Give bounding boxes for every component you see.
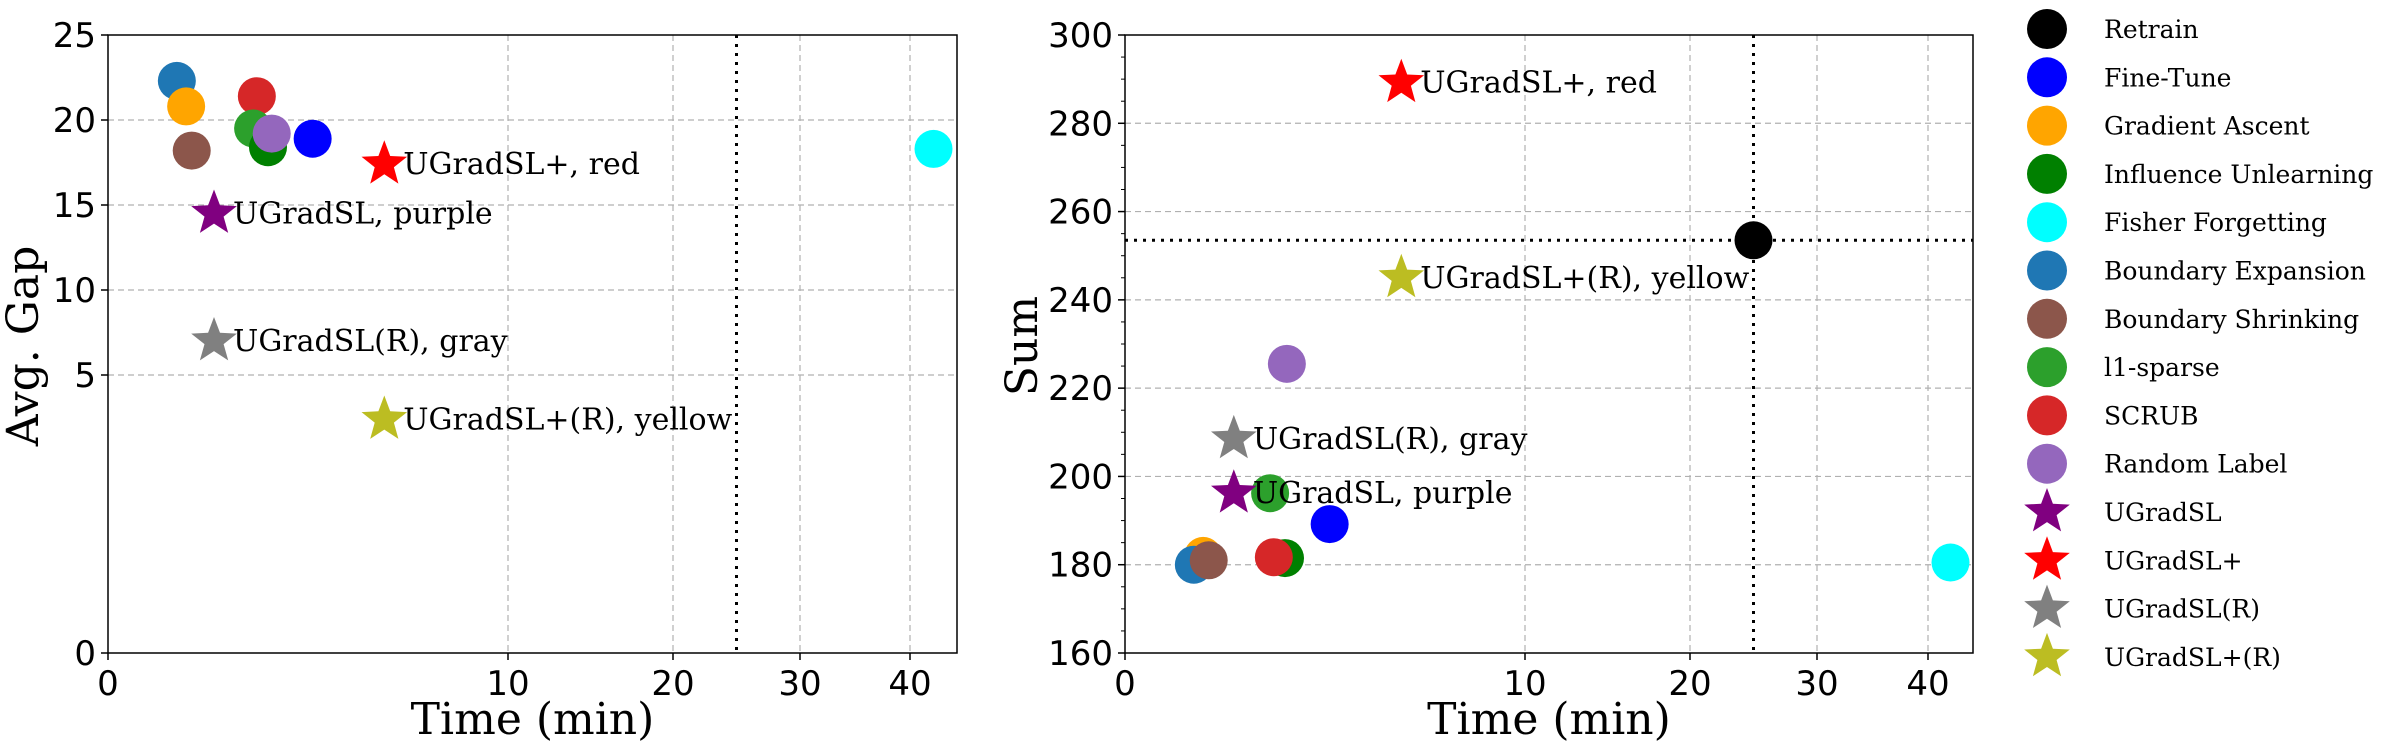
point-ugradsl — [191, 189, 237, 233]
legend-label-fisher-forgetting: Fisher Forgetting — [2104, 208, 2327, 237]
y-tick-label: 240 — [1048, 281, 1113, 321]
y-tick-label: 20 — [53, 101, 96, 141]
point-retrain — [1734, 221, 1773, 260]
legend-marker-ugradsl — [2024, 488, 2070, 532]
point-fisher-forgetting — [1931, 543, 1970, 582]
point-random-label — [1267, 344, 1306, 383]
x-tick-label: 40 — [888, 664, 931, 704]
legend-marker-boundary-shrinking — [2027, 298, 2067, 339]
x-tick-label: 20 — [1668, 664, 1711, 704]
legend-label-l1-sparse: l1-sparse — [2104, 353, 2220, 382]
point-random-label — [252, 114, 291, 153]
point-ugradsl-r — [1378, 253, 1425, 298]
point-ugradsl — [1211, 469, 1257, 513]
legend: Retrain Fine-Tune Gradient Ascent Influence… — [2024, 9, 2373, 677]
x-tick-label: 30 — [778, 664, 821, 704]
y-axis-label: Sum — [997, 296, 1048, 396]
sum-panel: 0 10 20 30 40 160 180 200 220 240 260 280 300 Time (m… — [997, 16, 1974, 745]
legend-label-fine-tune: Fine-Tune — [2104, 63, 2231, 92]
legend-marker-ugradsl-r — [2024, 632, 2070, 677]
x-tick-label: 20 — [651, 664, 694, 704]
x-axis-label: Time (min) — [1427, 694, 1671, 745]
point-fine-tune — [1310, 505, 1349, 544]
x-axis-label: Time (min) — [411, 694, 655, 745]
point-scrub — [237, 77, 276, 116]
point-boundary-shrinking — [1189, 541, 1228, 580]
axes-frame — [1124, 34, 1974, 654]
point-gradient-ascent — [167, 87, 206, 126]
x-tick-label: 10 — [1503, 664, 1546, 704]
legend-label-boundary-shrinking: Boundary Shrinking — [2104, 305, 2359, 334]
legend-marker-retrain — [2027, 9, 2067, 49]
point-l1-sparse — [1251, 474, 1290, 513]
annotation-ugradsl-r: UGradSL(R), gray — [1253, 422, 1528, 457]
x-tick-label: 0 — [97, 664, 119, 704]
avg-gap-panel: 0 10 20 30 40 0 5 10 15 20 25 Time (min) Avg. Gap UGr… — [0, 16, 958, 745]
y-tick-label: 200 — [1048, 457, 1113, 497]
legend-marker-ugradsl — [2024, 536, 2070, 580]
x-tick-label: 10 — [486, 664, 529, 704]
point-fisher-forgetting — [914, 129, 953, 168]
legend-marker-random-label — [2027, 443, 2067, 484]
legend-marker-fine-tune — [2027, 57, 2067, 98]
annotation-ugradsl-r: UGradSL(R), gray — [233, 324, 508, 359]
legend-marker-scrub — [2027, 395, 2067, 436]
y-tick-label: 280 — [1048, 104, 1113, 144]
y-tick-label: 180 — [1048, 546, 1113, 586]
point-fine-tune — [293, 119, 332, 158]
annotation-ugradsl: UGradSL+, red — [403, 147, 640, 182]
legend-marker-fisher-forgetting — [2027, 202, 2067, 243]
y-axis-label: Avg. Gap — [0, 246, 49, 448]
x-tick-label: 0 — [1114, 664, 1136, 704]
y-tick-label: 260 — [1048, 193, 1113, 233]
legend-marker-boundary-expansion — [2027, 250, 2067, 291]
x-tick-label: 40 — [1906, 664, 1949, 704]
annotation-ugradsl: UGradSL+, red — [1420, 66, 1657, 101]
annotation-ugradsl: UGradSL, purple — [1253, 476, 1513, 511]
annotation-ugradsl: UGradSL, purple — [233, 197, 493, 232]
point-ugradsl — [361, 140, 408, 184]
legend-label-ugradsl: UGradSL — [2104, 498, 2222, 527]
legend-label-boundary-expansion: Boundary Expansion — [2104, 257, 2366, 286]
y-tick-label: 220 — [1048, 369, 1113, 409]
legend-label-gradient-ascent: Gradient Ascent — [2104, 112, 2310, 141]
x-tick-label: 30 — [1795, 664, 1838, 704]
legend-marker-ugradsl-r — [2024, 584, 2070, 628]
point-ugradsl — [1378, 58, 1425, 103]
legend-label-ugradsl-r: UGradSL+(R) — [2104, 643, 2281, 672]
legend-label-random-label: Random Label — [2104, 450, 2287, 479]
point-ugradsl-r — [191, 317, 237, 361]
axes-frame — [107, 34, 958, 654]
y-tick-label: 0 — [74, 634, 96, 674]
legend-marker-l1-sparse — [2027, 347, 2067, 388]
y-tick-label: 300 — [1048, 16, 1113, 56]
y-tick-label: 5 — [74, 356, 96, 396]
annotation-ugradsl-r: UGradSL+(R), yellow — [1420, 261, 1749, 296]
legend-label-ugradsl: UGradSL+ — [2104, 546, 2243, 575]
annotation-ugradsl-r: UGradSL+(R), yellow — [403, 402, 732, 437]
point-ugradsl-r — [1211, 414, 1257, 459]
y-tick-label: 25 — [53, 16, 96, 56]
point-boundary-shrinking — [172, 131, 211, 170]
legend-label-retrain: Retrain — [2104, 15, 2199, 44]
legend-label-influence-unlearning: Influence Unlearning — [2104, 160, 2373, 189]
y-tick-label: 160 — [1048, 634, 1113, 674]
y-tick-label: 15 — [53, 186, 96, 226]
legend-marker-gradient-ascent — [2027, 105, 2067, 146]
legend-label-scrub: SCRUB — [2104, 401, 2199, 430]
legend-label-ugradsl-r: UGradSL(R) — [2104, 595, 2260, 624]
legend-marker-influence-unlearning — [2027, 153, 2067, 194]
y-tick-label: 10 — [53, 271, 96, 311]
point-ugradsl-r — [361, 395, 408, 439]
point-scrub — [1254, 538, 1293, 577]
